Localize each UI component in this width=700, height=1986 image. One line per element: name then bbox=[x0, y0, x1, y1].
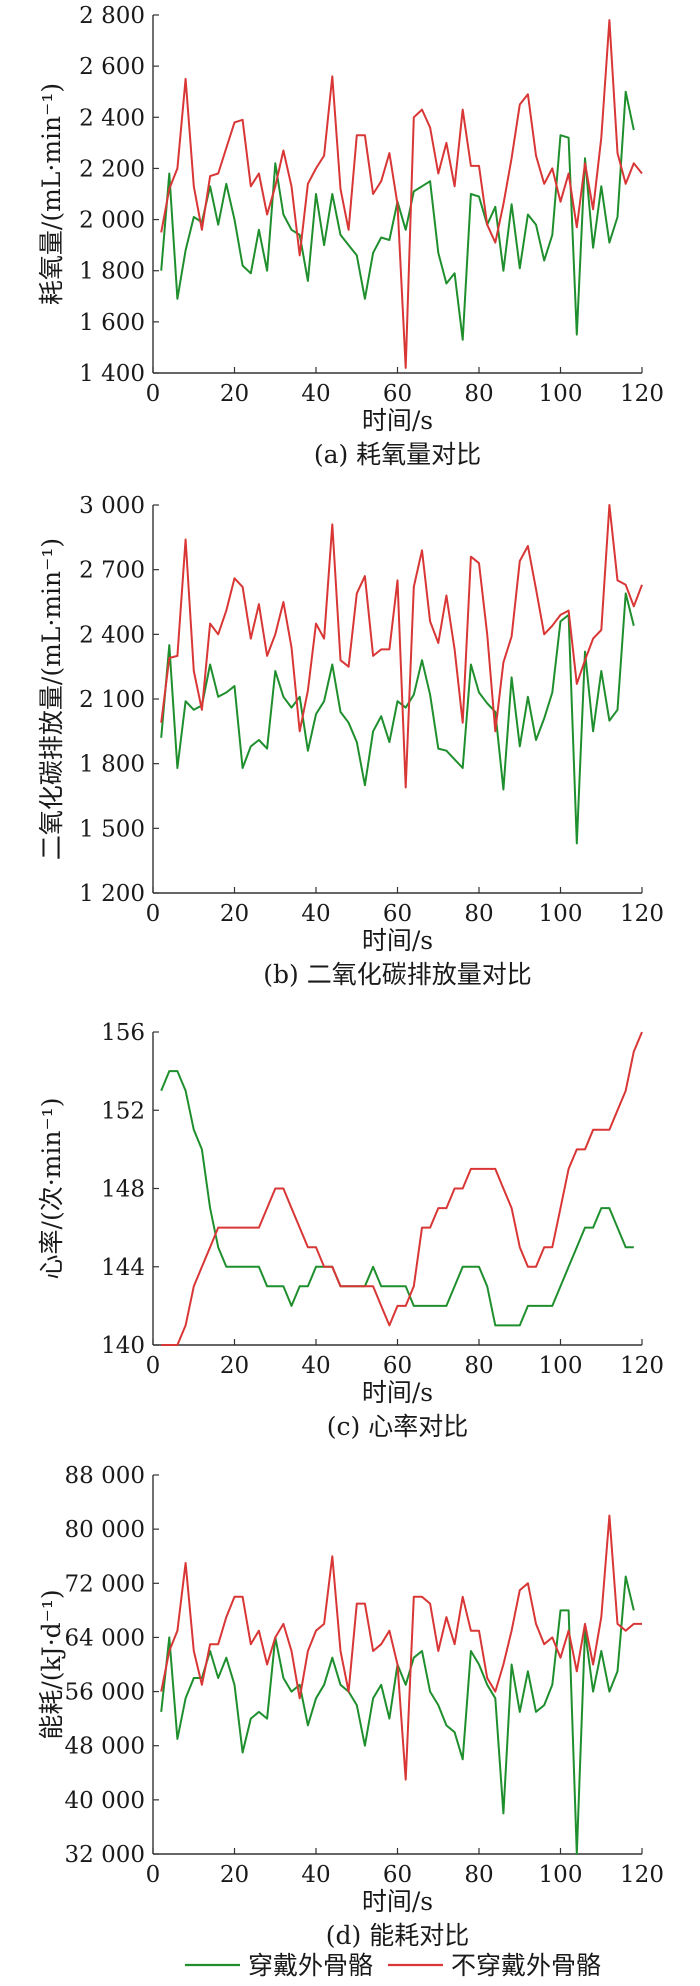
series-line-energy-not-wearing bbox=[160, 1514, 642, 1781]
y-tick-label-heart-rate: 148 bbox=[101, 1177, 145, 1203]
x-tick-label-oxygen: 20 bbox=[220, 381, 249, 407]
y-tick-label-oxygen: 2 400 bbox=[79, 105, 145, 131]
y-axis-label-energy: 能耗/(kJ·d⁻¹) bbox=[37, 1589, 66, 1739]
y-tick-label-heart-rate: 152 bbox=[101, 1098, 145, 1124]
y-tick-label-energy: 56 000 bbox=[65, 1680, 145, 1706]
y-tick-label-oxygen: 2 800 bbox=[79, 3, 145, 29]
caption-heart-rate: (c) 心率对比 bbox=[327, 1412, 468, 1441]
legend-label-not-wearing: 不穿戴外骨骼 bbox=[451, 1951, 601, 1980]
x-axis-label-oxygen: 时间/s bbox=[362, 406, 433, 435]
x-tick-label-energy: 120 bbox=[620, 1862, 664, 1888]
y-tick-label-energy: 64 000 bbox=[65, 1625, 145, 1651]
x-tick-label-heart-rate: 120 bbox=[620, 1353, 664, 1379]
y-axis-label-heart-rate: 心率/(次·min⁻¹) bbox=[37, 1098, 66, 1280]
x-tick-label-co2: 100 bbox=[539, 901, 583, 927]
y-axis-label-oxygen: 耗氧量/(mL·min⁻¹) bbox=[37, 83, 66, 305]
x-tick-label-energy: 100 bbox=[539, 1862, 583, 1888]
y-tick-label-energy: 32 000 bbox=[65, 1842, 145, 1868]
series-line-heart-rate-wearing bbox=[160, 1070, 634, 1327]
y-tick-label-co2: 1 500 bbox=[79, 816, 145, 842]
x-tick-label-oxygen: 100 bbox=[539, 381, 583, 407]
x-tick-label-co2: 0 bbox=[146, 901, 161, 927]
y-tick-label-energy: 40 000 bbox=[65, 1788, 145, 1814]
x-tick-label-heart-rate: 0 bbox=[146, 1353, 161, 1379]
x-tick-label-energy: 0 bbox=[146, 1862, 161, 1888]
panel-energy-consumption: 32 000 40 000 48 000 56 000 64 000 72 000 80 0… bbox=[37, 1463, 664, 1950]
x-tick-label-heart-rate: 40 bbox=[301, 1353, 330, 1379]
x-tick-label-energy: 20 bbox=[220, 1862, 249, 1888]
y-tick-label-oxygen: 2 600 bbox=[79, 54, 145, 80]
y-tick-label-heart-rate: 144 bbox=[101, 1255, 145, 1281]
series-line-oxygen-not-wearing bbox=[160, 19, 643, 369]
x-tick-label-oxygen: 120 bbox=[620, 381, 664, 407]
y-axis-label-co2: 二氧化碳排放量/(mL·min⁻¹) bbox=[37, 538, 66, 860]
y-tick-label-energy: 80 000 bbox=[65, 1517, 145, 1543]
x-tick-label-heart-rate: 20 bbox=[220, 1353, 249, 1379]
panel-co2-emission: 1 200 1 500 1 800 2 100 2 400 2 700 3 000 0 20 40… bbox=[37, 493, 664, 989]
x-tick-label-oxygen: 0 bbox=[146, 381, 161, 407]
x-tick-label-co2: 120 bbox=[620, 901, 664, 927]
y-tick-label-co2: 3 000 bbox=[79, 493, 145, 519]
x-axis-label-co2: 时间/s bbox=[362, 926, 433, 955]
x-axis-label-heart-rate: 时间/s bbox=[362, 1378, 433, 1407]
series-line-heart-rate-not-wearing bbox=[161, 1031, 643, 1346]
y-tick-label-energy: 88 000 bbox=[65, 1463, 145, 1489]
y-tick-label-co2: 2 400 bbox=[79, 622, 145, 648]
y-tick-label-co2: 2 700 bbox=[79, 558, 145, 584]
series-line-co2-wearing bbox=[160, 592, 635, 845]
x-tick-label-co2: 60 bbox=[383, 901, 412, 927]
y-tick-label-co2: 1 800 bbox=[79, 752, 145, 778]
x-axis-label-energy: 时间/s bbox=[362, 1887, 433, 1916]
y-tick-label-co2: 1 200 bbox=[79, 881, 145, 907]
caption-energy: (d) 能耗对比 bbox=[326, 1921, 469, 1950]
legend: 穿戴外骨骼 不穿戴外骨骼 bbox=[185, 1951, 601, 1980]
y-tick-label-oxygen: 1 800 bbox=[79, 259, 145, 285]
y-tick-label-oxygen: 2 200 bbox=[79, 156, 145, 182]
series-line-co2-not-wearing bbox=[160, 504, 643, 789]
y-tick-label-oxygen: 2 000 bbox=[79, 208, 145, 234]
series-line-energy-wearing bbox=[160, 1575, 635, 1855]
y-tick-label-heart-rate: 140 bbox=[101, 1333, 145, 1359]
x-tick-label-co2: 40 bbox=[301, 901, 330, 927]
y-tick-label-heart-rate: 156 bbox=[101, 1020, 145, 1046]
y-tick-label-energy: 48 000 bbox=[65, 1734, 145, 1760]
x-tick-label-heart-rate: 60 bbox=[383, 1353, 412, 1379]
x-tick-label-heart-rate: 100 bbox=[539, 1353, 583, 1379]
y-tick-label-oxygen: 1 400 bbox=[79, 361, 145, 387]
caption-oxygen: (a) 耗氧量对比 bbox=[314, 440, 481, 469]
x-tick-label-oxygen: 60 bbox=[383, 381, 412, 407]
x-tick-label-oxygen: 40 bbox=[301, 381, 330, 407]
x-tick-label-energy: 60 bbox=[383, 1862, 412, 1888]
x-tick-label-co2: 20 bbox=[220, 901, 249, 927]
x-tick-label-energy: 80 bbox=[464, 1862, 493, 1888]
y-tick-label-energy: 72 000 bbox=[65, 1571, 145, 1597]
panel-oxygen-consumption: 1 400 1 600 1 800 2 000 2 200 2 400 2 600 2 800… bbox=[37, 3, 664, 469]
caption-co2: (b) 二氧化碳排放量对比 bbox=[263, 960, 531, 989]
y-tick-label-oxygen: 1 600 bbox=[79, 310, 145, 336]
panel-heart-rate: 140 144 148 152 156 0 20 40 60 80 100 120 时间/s 心率/(次·… bbox=[37, 1020, 664, 1441]
x-tick-label-oxygen: 80 bbox=[464, 381, 493, 407]
x-tick-label-heart-rate: 80 bbox=[464, 1353, 493, 1379]
x-tick-label-energy: 40 bbox=[301, 1862, 330, 1888]
x-tick-label-co2: 80 bbox=[464, 901, 493, 927]
legend-label-wearing: 穿戴外骨骼 bbox=[248, 1951, 373, 1980]
y-tick-label-co2: 2 100 bbox=[79, 687, 145, 713]
